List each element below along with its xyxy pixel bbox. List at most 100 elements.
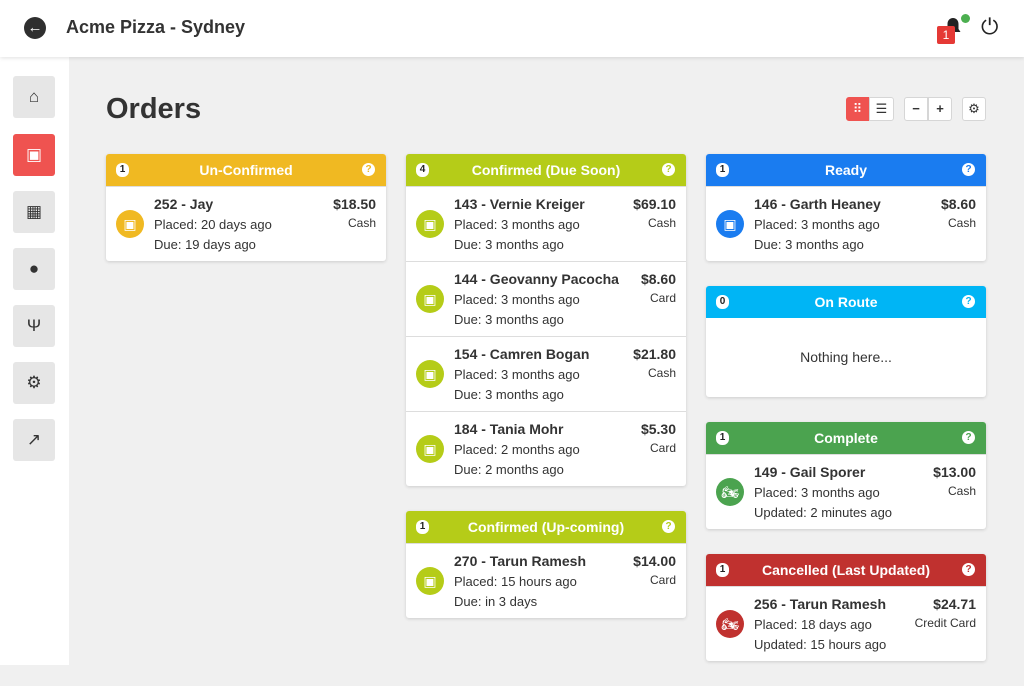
card-title: Ready [824, 162, 868, 178]
order-price: $14.00 [633, 553, 676, 569]
page-title: Orders [106, 93, 202, 125]
zoom-out-button[interactable]: − [904, 97, 928, 121]
order-price: $21.80 [633, 346, 676, 362]
notification-badge: 1 [937, 26, 955, 44]
order-name: 270 - Tarun Ramesh [454, 553, 587, 569]
order-row[interactable]: ▣ 252 - Jay Placed: 20 days ago Due: 19 day… [106, 186, 386, 261]
card-title: On Route [814, 294, 878, 310]
order-due: Updated: 15 hours ago [754, 637, 887, 652]
utensils-icon[interactable]: Ψ [13, 305, 55, 347]
order-due: Due: 3 months ago [754, 237, 864, 252]
order-row[interactable]: ▣ 143 - Vernie Kreiger Placed: 3 months ag… [406, 186, 686, 261]
order-price: $69.10 [633, 196, 676, 212]
card-title: Complete [814, 430, 878, 446]
order-placed: Placed: 3 months ago [754, 217, 880, 232]
order-placed: Placed: 18 days ago [754, 617, 872, 632]
help-icon[interactable]: ? [662, 520, 675, 533]
order-row[interactable]: ▣ 270 - Tarun Ramesh Placed: 15 hours ago D… [406, 543, 686, 618]
order-name: 146 - Garth Heaney [754, 196, 881, 212]
order-card: 1 Complete? 🏍︎ 149 - Gail Sporer Placed: 3 m… [706, 422, 986, 529]
order-card: 1 Ready? ▣ 146 - Garth Heaney Placed: 3 mont… [706, 154, 986, 261]
help-icon[interactable]: ? [962, 431, 975, 444]
order-placed: Placed: 2 months ago [454, 442, 580, 457]
power-icon[interactable]: ⏻ [981, 14, 999, 39]
help-icon[interactable]: ? [662, 163, 675, 176]
order-due: Updated: 2 minutes ago [754, 505, 893, 520]
list-view-icon[interactable]: ☰ [869, 97, 894, 121]
order-payment: Card [649, 291, 676, 305]
external-link-icon[interactable]: ↗ [13, 419, 55, 461]
order-payment: Cash [947, 484, 976, 498]
order-card: 1 Cancelled (Last Updated)? 🏍︎ 256 - Tarun … [706, 554, 986, 661]
card-header: 4 Confirmed (Due Soon)? [406, 154, 686, 186]
calendar-icon[interactable]: ▦ [13, 191, 55, 233]
order-name: 143 - Vernie Kreiger [454, 196, 585, 212]
card-header: 1 Ready? [706, 154, 986, 186]
shopping-bag-icon: ▣ [116, 210, 144, 238]
home-icon[interactable]: ⌂ [13, 76, 55, 118]
app-title: Acme Pizza - Sydney [66, 17, 246, 37]
card-header: 0 On Route? [706, 286, 986, 318]
order-row[interactable]: 🏍︎ 149 - Gail Sporer Placed: 3 months ago U… [706, 454, 986, 529]
count-badge: 1 [116, 163, 129, 177]
card-header: 1 Cancelled (Last Updated)? [706, 554, 986, 586]
order-price: $8.60 [640, 271, 676, 287]
order-name: 154 - Camren Bogan [454, 346, 590, 362]
settings-gear-icon[interactable]: ⚙ [962, 97, 986, 121]
card-header: 1 Complete? [706, 422, 986, 454]
online-status-dot [961, 14, 970, 23]
order-row[interactable]: 🏍︎ 256 - Tarun Ramesh Placed: 18 days ago U… [706, 586, 986, 661]
count-badge: 4 [416, 163, 429, 177]
order-card: 1 Un-Confirmed? ▣ 252 - Jay Placed: 20 days … [106, 154, 386, 261]
order-row[interactable]: ▣ 184 - Tania Mohr Placed: 2 months ago Due… [406, 411, 686, 486]
gear-icon[interactable]: ⚙ [13, 362, 55, 404]
shopping-bag-icon[interactable]: ▣ [13, 134, 55, 176]
card-title: Cancelled (Last Updated) [761, 562, 931, 578]
count-badge: 1 [716, 563, 729, 577]
order-placed: Placed: 3 months ago [454, 217, 580, 232]
order-price: $24.71 [933, 596, 976, 612]
shopping-bag-icon: ▣ [416, 435, 444, 463]
count-badge: 1 [716, 163, 729, 177]
order-due: Due: 2 months ago [454, 462, 564, 477]
order-payment: Cash [347, 216, 376, 230]
order-price: $18.50 [333, 196, 376, 212]
order-price: $8.60 [940, 196, 976, 212]
back-arrow-icon[interactable]: ← [24, 17, 46, 39]
zoom-in-button[interactable]: + [928, 97, 952, 121]
column-2: 4 Confirmed (Due Soon)? ▣ 143 - Vernie Krei… [406, 154, 686, 643]
order-payment: Card [649, 573, 676, 587]
help-icon[interactable]: ? [962, 163, 975, 176]
help-icon[interactable]: ? [962, 563, 975, 576]
order-row[interactable]: ▣ 154 - Camren Bogan Placed: 3 months ago D… [406, 336, 686, 411]
card-title: Confirmed (Due Soon) [471, 162, 621, 178]
order-payment: Credit Card [914, 616, 976, 630]
order-payment: Cash [947, 216, 976, 230]
order-card: 1 Confirmed (Up-coming)? ▣ 270 - Tarun Rame… [406, 511, 686, 618]
user-icon[interactable]: ● [13, 248, 55, 290]
grid-view-icon[interactable]: ⠿ [846, 97, 869, 121]
empty-message: Nothing here... [800, 349, 892, 365]
order-name: 256 - Tarun Ramesh [754, 596, 887, 612]
help-icon[interactable]: ? [962, 295, 975, 308]
order-card: 0 On Route? Nothing here... [706, 286, 986, 397]
help-icon[interactable]: ? [362, 163, 375, 176]
shopping-bag-icon: ▣ [416, 285, 444, 313]
column-1: 1 Un-Confirmed? ▣ 252 - Jay Placed: 20 days … [106, 154, 386, 286]
order-due: Due: 19 days ago [154, 237, 256, 252]
order-payment: Cash [647, 366, 676, 380]
order-card: 4 Confirmed (Due Soon)? ▣ 143 - Vernie Krei… [406, 154, 686, 486]
count-badge: 1 [716, 431, 729, 445]
order-due: Due: 3 months ago [454, 237, 564, 252]
count-badge: 0 [716, 295, 729, 309]
order-placed: Placed: 15 hours ago [454, 574, 577, 589]
order-name: 184 - Tania Mohr [454, 421, 564, 437]
order-row[interactable]: ▣ 146 - Garth Heaney Placed: 3 months ago D… [706, 186, 986, 261]
motorcycle-icon: 🏍︎ [716, 478, 744, 506]
column-3: 1 Ready? ▣ 146 - Garth Heaney Placed: 3 mont… [706, 154, 986, 686]
order-placed: Placed: 3 months ago [454, 292, 580, 307]
order-due: Due: in 3 days [454, 594, 538, 609]
card-header: 1 Un-Confirmed? [106, 154, 386, 186]
order-row[interactable]: ▣ 144 - Geovanny Pacocha Placed: 3 months … [406, 261, 686, 336]
order-placed: Placed: 3 months ago [754, 485, 880, 500]
